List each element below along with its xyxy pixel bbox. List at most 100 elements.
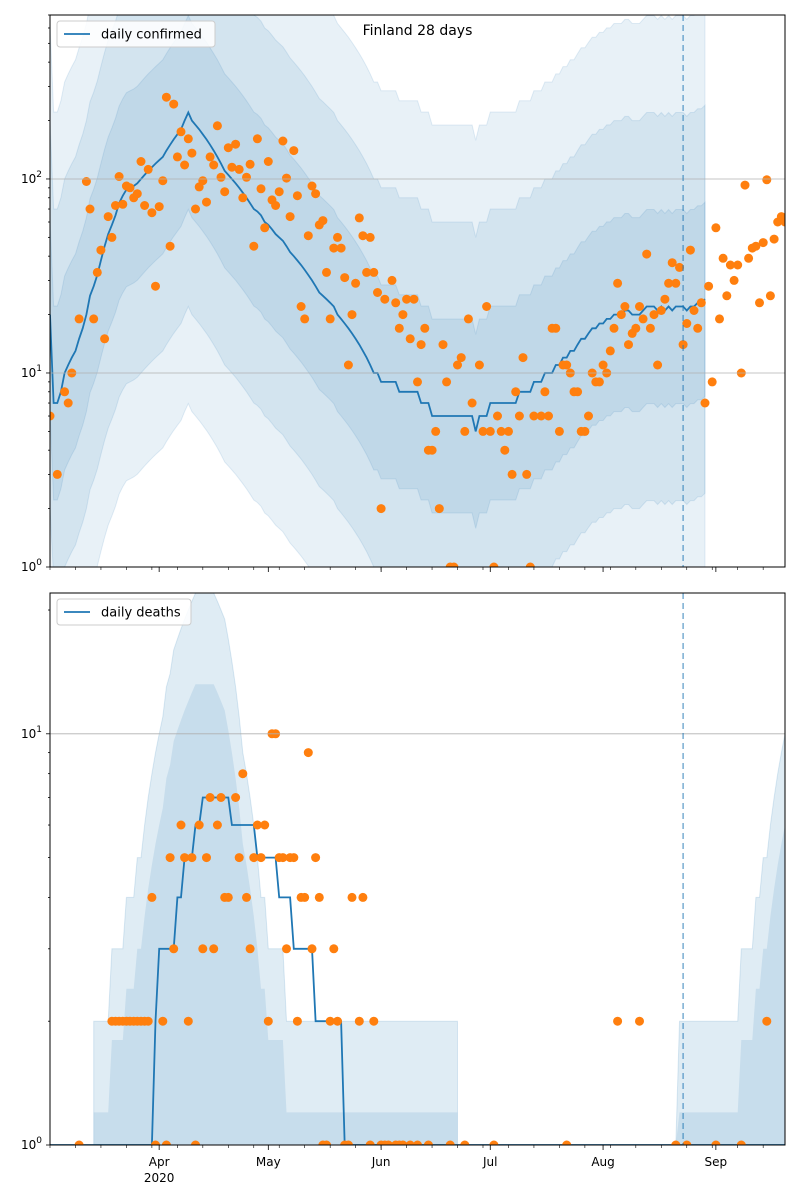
- data-point: [638, 314, 648, 324]
- data-point: [500, 445, 510, 455]
- data-point: [507, 469, 517, 479]
- data-point: [333, 232, 342, 242]
- data-point: [111, 201, 120, 210]
- data-point: [165, 241, 175, 251]
- data-point: [238, 769, 248, 779]
- data-point: [722, 291, 732, 301]
- x-tick-label: May: [256, 1155, 281, 1169]
- data-point: [282, 173, 291, 183]
- y-tick-label: 101: [21, 364, 42, 380]
- data-point: [434, 504, 444, 514]
- data-point: [762, 1016, 772, 1026]
- data-point: [103, 212, 113, 222]
- y-tick-label: 102: [21, 170, 42, 186]
- data-point: [74, 1140, 84, 1145]
- data-point: [136, 157, 146, 166]
- data-point: [194, 820, 204, 830]
- data-point: [289, 853, 299, 863]
- data-point: [300, 892, 310, 902]
- data-point: [81, 177, 91, 186]
- data-point: [544, 411, 553, 421]
- y-tick-label-exponent: 0: [36, 558, 42, 568]
- data-point: [402, 294, 412, 304]
- data-point: [423, 1140, 433, 1145]
- data-point: [442, 377, 452, 387]
- data-point: [482, 302, 492, 311]
- data-point: [209, 944, 219, 954]
- data-point: [278, 136, 288, 146]
- data-point: [212, 820, 222, 830]
- data-point: [474, 360, 484, 370]
- data-point: [242, 892, 251, 902]
- y-tick-label-exponent: 0: [36, 1136, 42, 1146]
- data-point: [398, 1140, 408, 1145]
- data-point: [358, 892, 368, 902]
- data-point: [522, 469, 532, 479]
- data-point: [358, 231, 368, 241]
- data-point: [282, 944, 291, 954]
- axes-frame: [49, 14, 786, 568]
- data-point: [340, 273, 350, 283]
- data-point: [118, 199, 128, 209]
- data-point: [322, 1140, 331, 1145]
- data-point: [107, 232, 117, 242]
- y-tick-label-exponent: 2: [36, 170, 42, 180]
- data-point: [580, 426, 590, 436]
- uncertainty-band: [675, 733, 785, 1145]
- plot-area: [50, 15, 785, 567]
- data-point: [285, 212, 295, 222]
- data-point: [463, 314, 473, 324]
- data-point: [151, 281, 160, 291]
- axes-frame: [49, 592, 786, 1146]
- data-point: [216, 172, 226, 182]
- data-point: [176, 127, 186, 137]
- data-point: [161, 1140, 171, 1145]
- data-point: [256, 184, 266, 194]
- data-point: [609, 323, 619, 333]
- data-point: [653, 360, 663, 370]
- data-point: [143, 164, 153, 174]
- data-point: [551, 323, 561, 333]
- legend: daily confirmed: [56, 20, 216, 48]
- data-point: [765, 291, 775, 301]
- data-point: [529, 411, 539, 421]
- data-point: [460, 1140, 470, 1145]
- data-point: [292, 1016, 302, 1026]
- data-point: [660, 294, 670, 304]
- data-point: [405, 1140, 415, 1145]
- data-point: [445, 1140, 455, 1145]
- data-point: [671, 278, 681, 288]
- data-point: [140, 201, 150, 210]
- data-point: [249, 853, 259, 863]
- data-point: [147, 208, 157, 218]
- data-point: [624, 340, 633, 350]
- data-point: [362, 267, 372, 277]
- data-point: [780, 217, 785, 227]
- y-tick-label-base: 10: [21, 366, 36, 380]
- data-point: [183, 1016, 193, 1026]
- data-point: [318, 216, 328, 226]
- data-point: [664, 278, 674, 288]
- data-point: [96, 245, 106, 255]
- y-tick-label: 101: [21, 725, 42, 741]
- y-tick-label: 100: [21, 1136, 42, 1152]
- data-point: [143, 1016, 153, 1026]
- x-year-label: 2020: [144, 1171, 175, 1185]
- data-point: [751, 241, 761, 251]
- data-point: [289, 146, 299, 156]
- data-point: [391, 298, 401, 308]
- y-tick-label-exponent: 1: [36, 364, 42, 374]
- uncertainty-band-inner: [675, 825, 785, 1145]
- data-point: [252, 820, 262, 830]
- data-point: [635, 1016, 644, 1026]
- data-point: [605, 346, 615, 356]
- data-point: [260, 223, 270, 233]
- data-point: [198, 944, 208, 954]
- data-point: [696, 298, 706, 308]
- data-point: [467, 398, 477, 408]
- data-point: [260, 820, 270, 830]
- data-point: [191, 1140, 200, 1145]
- data-point: [562, 360, 572, 370]
